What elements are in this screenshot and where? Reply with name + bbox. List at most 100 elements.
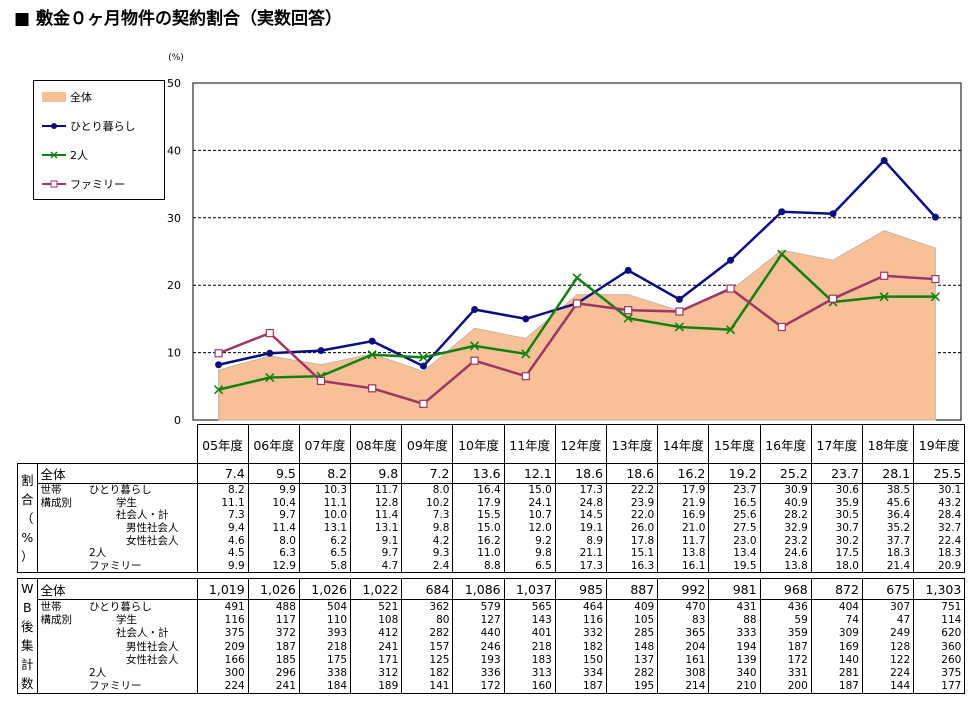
table-cell: 143 <box>503 613 556 627</box>
table-cell: 10.3 <box>298 483 352 497</box>
table-cell: 16.2 <box>452 534 505 547</box>
group-label <box>36 546 87 560</box>
table-cell: 312 <box>350 666 403 680</box>
table-cell: 464 <box>554 599 608 614</box>
column-header: 14年度 <box>657 424 710 464</box>
series-4-point <box>931 275 940 284</box>
y-tick-label: 30 <box>167 212 181 225</box>
table-cell: 9.9 <box>247 483 300 497</box>
table-cell: 13.1 <box>350 521 403 535</box>
table-cell: 24.6 <box>759 546 812 560</box>
row-label: ひとり暮らし <box>86 483 198 497</box>
chart-legend: 全体 ひとり暮らし 2人 ファミリー <box>33 80 165 200</box>
table-cell: 13.1 <box>298 521 352 535</box>
table-cell: 16.1 <box>657 559 710 574</box>
series-1-area <box>218 230 936 421</box>
table-cell: 359 <box>759 626 812 641</box>
table-cell: 218 <box>298 640 352 654</box>
table-cell: 675 <box>861 578 915 601</box>
table-cell: 28.4 <box>913 509 966 522</box>
table-cell: 88 <box>708 613 761 627</box>
table-cell: 25.5 <box>913 463 966 484</box>
table-cell: 6.3 <box>247 546 300 560</box>
series-4-point <box>316 376 326 386</box>
table-cell: 80 <box>401 613 454 627</box>
table-cell: 11.1 <box>196 496 249 510</box>
series-4-point <box>880 271 889 280</box>
table-cell: 105 <box>606 613 659 627</box>
table-cell: 9.9 <box>196 559 249 574</box>
table-cell: 182 <box>401 666 454 680</box>
series-2-point <box>727 256 735 264</box>
table-cell: 15.5 <box>452 509 505 522</box>
table-cell: 431 <box>708 599 761 614</box>
series-4-point <box>624 306 633 315</box>
table-cell: 375 <box>913 666 966 680</box>
table-cell: 412 <box>350 626 403 641</box>
column-header: 07年度 <box>298 424 352 464</box>
table-cell: 11.7 <box>657 534 710 547</box>
table-cell: 30.7 <box>810 521 863 535</box>
table-cell: 214 <box>657 679 710 695</box>
table-cell: 4.2 <box>401 534 454 547</box>
table-cell: 218 <box>503 640 556 654</box>
row-label: ファミリー <box>86 559 198 574</box>
table-cell: 47 <box>861 613 915 627</box>
plot-area: 0 10 20 30 40 50 <box>167 77 962 427</box>
table-cell: 141 <box>401 679 454 695</box>
table-cell: 17.8 <box>606 534 659 547</box>
table-cell: 38.5 <box>861 483 915 497</box>
table-cell: 12.8 <box>350 496 403 510</box>
table-cell: 169 <box>810 640 863 654</box>
series-4-point <box>726 284 735 293</box>
table-cell: 187 <box>759 640 812 654</box>
series-4-point <box>572 299 582 308</box>
column-header: 15年度 <box>708 424 761 464</box>
table-cell: 684 <box>401 578 454 601</box>
group-label <box>36 559 87 574</box>
table-cell: 9.7 <box>350 546 403 560</box>
table-cell: 16.9 <box>657 509 710 522</box>
group-label <box>36 653 87 667</box>
table-cell: 10.0 <box>298 509 352 522</box>
table-cell: 24.8 <box>554 496 608 510</box>
table-cell: 488 <box>247 599 300 614</box>
legend-swatch <box>42 150 66 160</box>
series-3-point <box>879 292 889 302</box>
table-cell: 1,086 <box>452 578 505 601</box>
group-label <box>36 626 87 641</box>
table-cell: 6.2 <box>298 534 352 547</box>
table-cell: 6.5 <box>298 546 352 560</box>
table-cell: 309 <box>810 626 863 641</box>
table-cell: 9.2 <box>503 534 556 547</box>
row-label: 男性社会人 <box>86 521 198 535</box>
table-cell: 308 <box>657 666 710 680</box>
y-tick-label: 50 <box>167 77 181 90</box>
series-4-point <box>675 307 684 316</box>
table-cell: 18.6 <box>554 463 608 484</box>
table-cell: 7.4 <box>196 463 249 484</box>
table-cell: 74 <box>810 613 863 627</box>
table-cell: 360 <box>913 640 966 654</box>
table-cell: 281 <box>810 666 863 680</box>
table-cell: 282 <box>401 626 454 641</box>
table-cell: 491 <box>196 599 249 614</box>
y-tick-label: 10 <box>167 347 181 360</box>
table-cell: 37.7 <box>861 534 915 547</box>
table-cell: 11.0 <box>452 546 505 560</box>
table-cell: 177 <box>913 679 966 695</box>
table-cell: 22.0 <box>606 509 659 522</box>
legend-item: ひとり暮らし <box>42 118 136 134</box>
series-4-point <box>521 372 530 381</box>
series-2-point <box>880 157 888 165</box>
table-cell: 20.9 <box>913 559 966 574</box>
table-cell: 375 <box>196 626 249 641</box>
column-header: 19年度 <box>913 424 966 464</box>
table-cell: 116 <box>554 613 608 627</box>
table-cell: 43.2 <box>913 496 966 510</box>
legend-swatch <box>42 92 66 102</box>
table-cell: 887 <box>606 578 659 601</box>
table-cell: 340 <box>708 666 761 680</box>
table-cell: 1,019 <box>196 578 249 601</box>
